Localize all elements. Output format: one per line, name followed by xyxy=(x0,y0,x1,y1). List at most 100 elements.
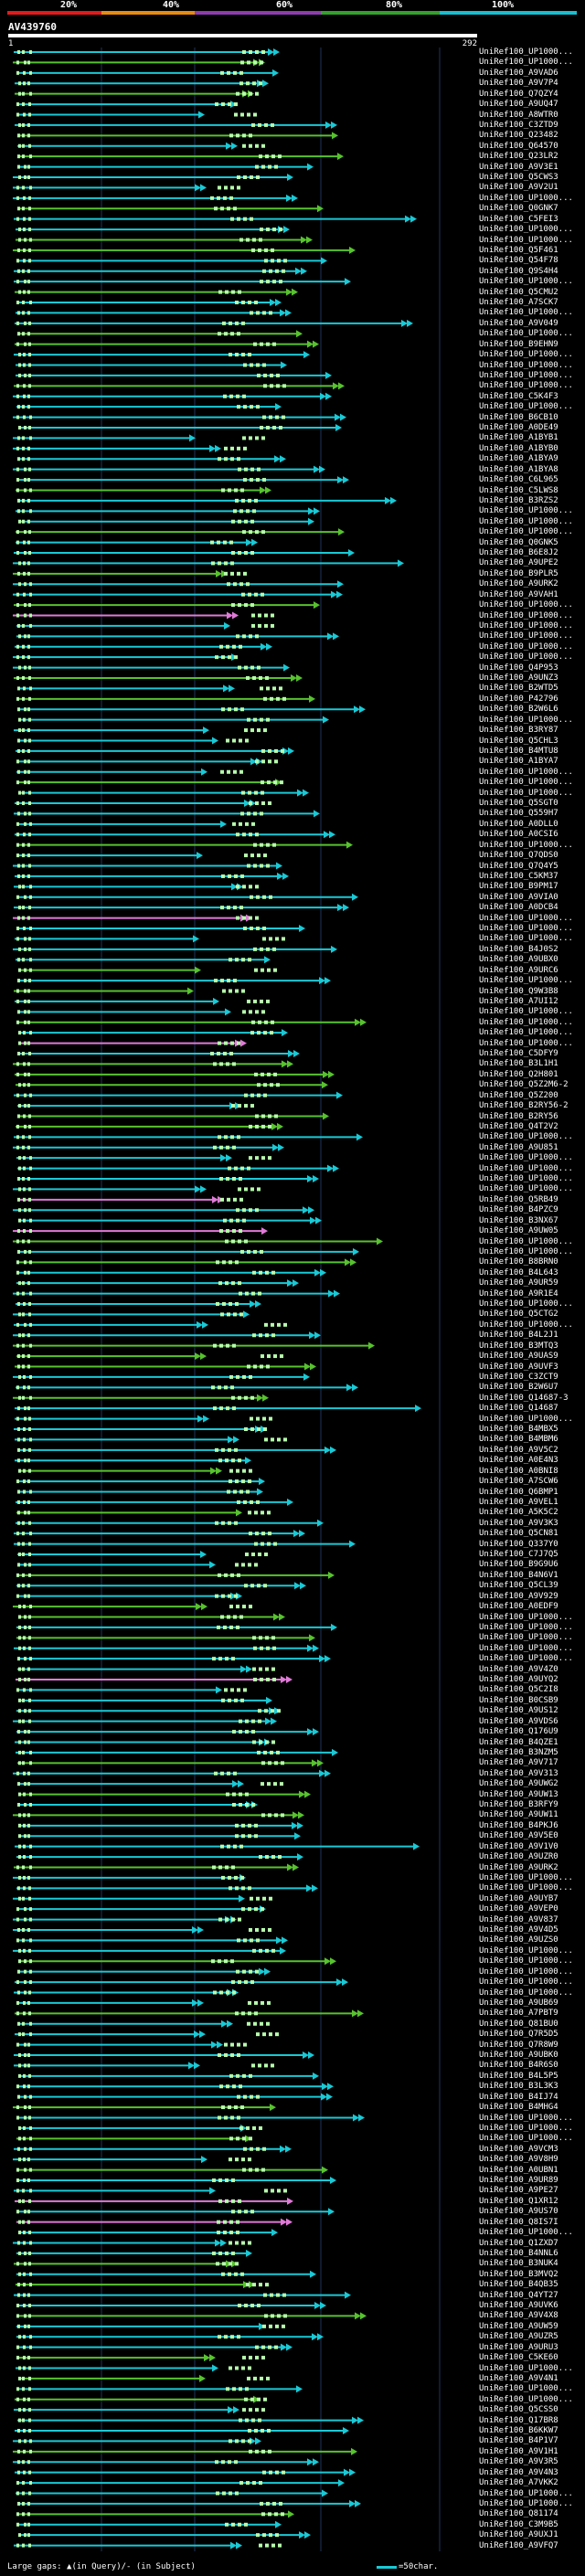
hit-label[interactable]: UniRef100_A9VEP0 xyxy=(479,1904,558,1914)
hit-label[interactable]: UniRef100_UP1000... xyxy=(479,1246,573,1256)
hit-label[interactable]: UniRef100_UP1000... xyxy=(479,631,573,641)
hit-label[interactable]: UniRef100_UP1000... xyxy=(479,2134,573,2144)
hit-label[interactable]: UniRef100_A9V1H1 xyxy=(479,2446,558,2456)
hit-label[interactable]: UniRef100_A7UI12 xyxy=(479,996,558,1006)
hit-label[interactable]: UniRef100_A7SCW6 xyxy=(479,1477,558,1487)
hit-label[interactable]: UniRef100_Q1ZXD7 xyxy=(479,2238,558,2248)
hit-label[interactable]: UniRef100_UP1000... xyxy=(479,1883,573,1893)
hit-label[interactable]: UniRef100_UP1000... xyxy=(479,277,573,287)
hit-label[interactable]: UniRef100_UP1000... xyxy=(479,370,573,380)
hit-label[interactable]: UniRef100_Q5RB49 xyxy=(479,1194,558,1204)
hit-label[interactable]: UniRef100_UP1000... xyxy=(479,48,573,57)
hit-label[interactable]: UniRef100_UP1000... xyxy=(479,1174,573,1183)
hit-label[interactable]: UniRef100_UP1000... xyxy=(479,1612,573,1622)
hit-label[interactable]: UniRef100_A9V313 xyxy=(479,1768,558,1778)
hit-label[interactable]: UniRef100_UP1000... xyxy=(479,1299,573,1309)
hit-label[interactable]: UniRef100_A9R1E4 xyxy=(479,1288,558,1299)
hit-label[interactable]: UniRef100_UP1000... xyxy=(479,1320,573,1330)
hit-label[interactable]: UniRef100_A0UBN1 xyxy=(479,2165,558,2175)
hit-label[interactable]: UniRef100_UP1000... xyxy=(479,1028,573,1038)
hit-label[interactable]: UniRef100_A9UZS0 xyxy=(479,1935,558,1945)
hit-label[interactable]: UniRef100_UP1000... xyxy=(479,2384,573,2394)
hit-label[interactable]: UniRef100_Q23LR2 xyxy=(479,152,558,162)
hit-label[interactable]: UniRef100_UP1000... xyxy=(479,924,573,933)
hit-label[interactable]: UniRef100_B4N6V1 xyxy=(479,1570,558,1580)
hit-label[interactable]: UniRef100_A0DCB4 xyxy=(479,903,558,913)
hit-label[interactable]: UniRef100_A9UW13 xyxy=(479,1789,558,1799)
hit-label[interactable]: UniRef100_B0CSB9 xyxy=(479,1695,558,1705)
hit-label[interactable]: UniRef100_A9UBX0 xyxy=(479,955,558,965)
hit-label[interactable]: UniRef100_UP1000... xyxy=(479,767,573,777)
hit-label[interactable]: UniRef100_B4MBM6 xyxy=(479,1435,558,1445)
hit-label[interactable]: UniRef100_UP1000... xyxy=(479,1633,573,1643)
hit-label[interactable]: UniRef100_Q559H7 xyxy=(479,809,558,819)
hit-label[interactable]: UniRef100_A9UPE2 xyxy=(479,558,558,568)
hit-label[interactable]: UniRef100_UP1000... xyxy=(479,1132,573,1142)
hit-label[interactable]: UniRef100_Q5CTG2 xyxy=(479,1309,558,1320)
hit-label[interactable]: UniRef100_Q5CMU2 xyxy=(479,287,558,297)
hit-label[interactable]: UniRef100_A9V4Z0 xyxy=(479,1664,558,1674)
hit-label[interactable]: UniRef100_C6L965 xyxy=(479,475,558,485)
hit-label[interactable]: UniRef100_UP1000... xyxy=(479,1643,573,1653)
hit-label[interactable]: UniRef100_B2RY56 xyxy=(479,1111,558,1121)
hit-label[interactable]: UniRef100_A9V4N3 xyxy=(479,2467,558,2477)
hit-label[interactable]: UniRef100_A9UW59 xyxy=(479,2321,558,2331)
hit-label[interactable]: UniRef100_P42796 xyxy=(479,694,558,704)
hit-label[interactable]: UniRef100_B3NUK4 xyxy=(479,2259,558,2269)
hit-label[interactable]: UniRef100_A1BYB0 xyxy=(479,443,558,453)
hit-label[interactable]: UniRef100_UP1000... xyxy=(479,1007,573,1017)
hit-label[interactable]: UniRef100_UP1000... xyxy=(479,1945,573,1956)
hit-label[interactable]: UniRef100_Q4P953 xyxy=(479,663,558,673)
hit-label[interactable]: UniRef100_UP1000... xyxy=(479,1017,573,1027)
hit-label[interactable]: UniRef100_A9V7P4 xyxy=(479,79,558,89)
hit-label[interactable]: UniRef100_B3NX67 xyxy=(479,1215,558,1225)
hit-label[interactable]: UniRef100_B3RZS2 xyxy=(479,495,558,505)
hit-label[interactable]: UniRef100_A0BNI8 xyxy=(479,1466,558,1476)
hit-label[interactable]: UniRef100_UP1000... xyxy=(479,1966,573,1977)
hit-label[interactable]: UniRef100_A9UAS9 xyxy=(479,1352,558,1362)
hit-label[interactable]: UniRef100_A9V1V0 xyxy=(479,1841,558,1851)
hit-label[interactable]: UniRef100_Q5Z2M6-2 xyxy=(479,1080,569,1090)
hit-label[interactable]: UniRef100_A9V5E0 xyxy=(479,1831,558,1841)
hit-label[interactable]: UniRef100_A9V929 xyxy=(479,1591,558,1601)
hit-label[interactable]: UniRef100_UP1000... xyxy=(479,1622,573,1632)
hit-label[interactable]: UniRef100_A9UZR0 xyxy=(479,1852,558,1862)
hit-label[interactable]: UniRef100_A9V3R5 xyxy=(479,2457,558,2467)
hit-label[interactable]: UniRef100_Q14687-3 xyxy=(479,1393,569,1403)
hit-label[interactable]: UniRef100_Q4T2V2 xyxy=(479,1121,558,1131)
hit-label[interactable]: UniRef100_C3ZTD9 xyxy=(479,120,558,130)
hit-label[interactable]: UniRef100_A9UR89 xyxy=(479,2176,558,2185)
hit-label[interactable]: UniRef100_UP1000... xyxy=(479,1153,573,1163)
hit-label[interactable]: UniRef100_UP1000... xyxy=(479,402,573,412)
hit-label[interactable]: UniRef100_A9UW11 xyxy=(479,1810,558,1820)
hit-label[interactable]: UniRef100_C5K4F3 xyxy=(479,391,558,401)
hit-label[interactable]: UniRef100_A9UYQ2 xyxy=(479,1675,558,1684)
hit-label[interactable]: UniRef100_B4PZC9 xyxy=(479,1205,558,1215)
hit-label[interactable]: UniRef100_A7VKK2 xyxy=(479,2478,558,2488)
hit-label[interactable]: UniRef100_UP1000... xyxy=(479,2498,573,2508)
hit-label[interactable]: UniRef100_B4MHG4 xyxy=(479,2103,558,2113)
hit-label[interactable]: UniRef100_A9UNZ3 xyxy=(479,673,558,683)
hit-label[interactable]: UniRef100_UP1000... xyxy=(479,1038,573,1048)
hit-label[interactable]: UniRef100_A0EDF9 xyxy=(479,1602,558,1612)
hit-label[interactable]: UniRef100_A9UWG2 xyxy=(479,1779,558,1789)
hit-label[interactable]: UniRef100_UP1000... xyxy=(479,2363,573,2373)
hit-label[interactable]: UniRef100_Q6BMP1 xyxy=(479,1487,558,1497)
hit-label[interactable]: UniRef100_UP1000... xyxy=(479,225,573,235)
hit-label[interactable]: UniRef100_B4P1V7 xyxy=(479,2436,558,2446)
hit-label[interactable]: UniRef100_A9VFQ7 xyxy=(479,2540,558,2550)
hit-label[interactable]: UniRef100_A9V4D5 xyxy=(479,1925,558,1935)
hit-label[interactable]: UniRef100_UP1000... xyxy=(479,2228,573,2238)
hit-label[interactable]: UniRef100_Q64570 xyxy=(479,141,558,151)
hit-label[interactable]: UniRef100_Q0GNK5 xyxy=(479,537,558,547)
hit-label[interactable]: UniRef100_B9EHN9 xyxy=(479,339,558,349)
hit-label[interactable]: UniRef100_Q2H801 xyxy=(479,1069,558,1079)
hit-label[interactable]: UniRef100_Q23482 xyxy=(479,131,558,141)
hit-label[interactable]: UniRef100_B3L3K3 xyxy=(479,2082,558,2092)
hit-label[interactable]: UniRef100_A9UYB7 xyxy=(479,1893,558,1903)
hit-label[interactable]: UniRef100_C5LWS8 xyxy=(479,485,558,495)
hit-label[interactable]: UniRef100_A9U851 xyxy=(479,1142,558,1152)
hit-label[interactable]: UniRef100_UP1000... xyxy=(479,620,573,631)
hit-label[interactable]: UniRef100_A9V2U1 xyxy=(479,183,558,193)
hit-label[interactable]: UniRef100_Q81BU0 xyxy=(479,2019,558,2029)
